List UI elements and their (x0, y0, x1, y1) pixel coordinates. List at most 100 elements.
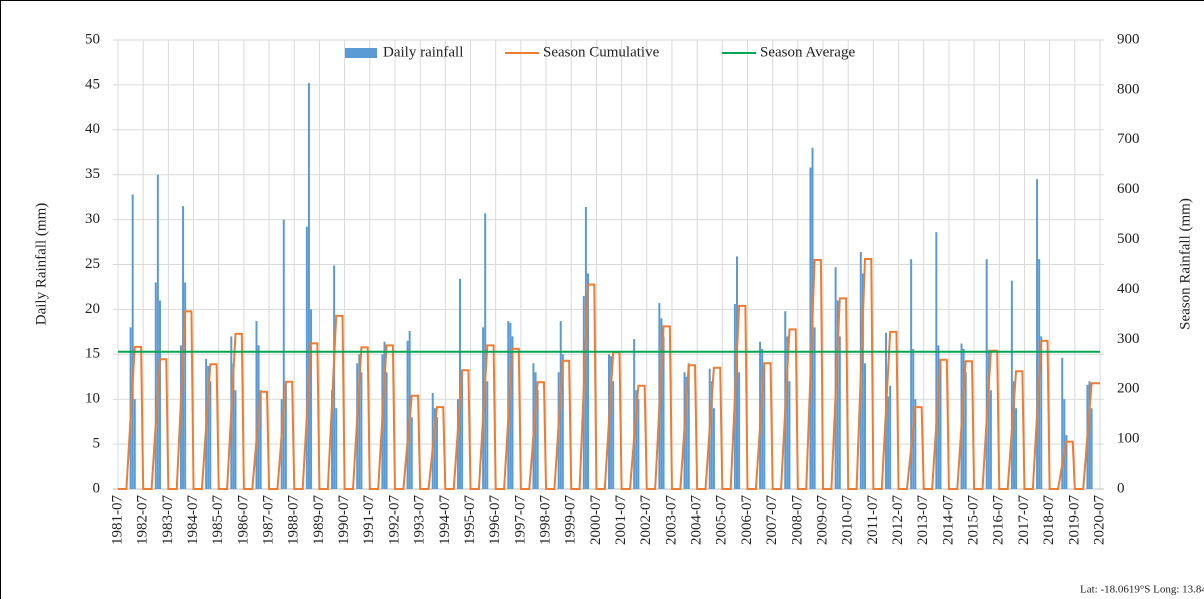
y-tick-label: 25 (85, 256, 100, 272)
bar (887, 396, 890, 489)
bar (635, 390, 638, 489)
bar (788, 381, 791, 489)
bar (358, 354, 361, 489)
bar (610, 356, 613, 489)
legend-swatch (345, 48, 377, 58)
x-tick-label: 2006-07 (739, 495, 755, 545)
y2-tick-label: 500 (1117, 231, 1140, 247)
bar (461, 372, 464, 489)
x-tick-label: 2012-07 (890, 495, 906, 545)
x-tick-label: 2005-07 (714, 495, 730, 545)
bar (335, 408, 338, 489)
bar (1088, 381, 1091, 489)
y-tick-label: 20 (85, 301, 100, 317)
bar (889, 385, 892, 489)
x-tick-label: 1994-07 (437, 495, 453, 545)
bar (1065, 435, 1068, 489)
x-tick-label: 2017-07 (1016, 495, 1032, 545)
x-tick-label: 2000-07 (588, 495, 604, 545)
bar (685, 376, 688, 489)
x-tick-label: 2015-07 (966, 495, 982, 545)
y-tick-label: 40 (85, 121, 100, 137)
y-tick-label: 45 (85, 76, 100, 92)
bar (282, 219, 285, 489)
x-tick-label: 2002-07 (638, 495, 654, 545)
bar (133, 399, 136, 489)
bar (738, 372, 741, 489)
bar (763, 363, 766, 489)
x-tick-label: 2008-07 (789, 495, 805, 545)
x-tick-label: 2019-07 (1066, 495, 1082, 545)
x-tick-label: 2020-07 (1091, 495, 1107, 545)
bar (1012, 381, 1015, 489)
bar (232, 363, 235, 489)
bar (406, 340, 409, 489)
legend-label: Season Cumulative (543, 44, 660, 60)
x-tick-label: 1997-07 (512, 495, 528, 545)
bar (234, 390, 237, 489)
x-tick-label: 2011-07 (865, 495, 881, 545)
x-tick-label: 1998-07 (537, 495, 553, 545)
x-tick-label: 2004-07 (689, 495, 705, 545)
x-tick-label: 1991-07 (361, 495, 377, 545)
y-axis-title: Daily Rainfall (mm) (33, 203, 49, 325)
x-tick-label: 1981-07 (109, 495, 125, 545)
bar (259, 390, 262, 489)
bar (435, 417, 438, 489)
bar (687, 363, 690, 489)
x-tick-label: 1999-07 (563, 495, 579, 545)
bar (1090, 408, 1093, 489)
bar (710, 381, 713, 489)
bar (935, 232, 938, 489)
legend-label: Daily rainfall (383, 44, 463, 60)
y2-axis-title: Season Rainfall (mm) (1177, 198, 1193, 330)
bar (255, 321, 258, 489)
bar (561, 354, 564, 489)
bar (989, 390, 992, 489)
y2-tick-label: 200 (1117, 381, 1140, 397)
y2-tick-label: 800 (1117, 81, 1140, 97)
y-tick-label: 50 (85, 31, 100, 47)
y2-tick-label: 300 (1117, 331, 1140, 347)
bar (158, 300, 161, 489)
bar (536, 390, 539, 489)
x-tick-label: 1987-07 (261, 495, 277, 545)
x-tick-label: 1996-07 (487, 495, 503, 545)
bar (207, 365, 210, 489)
bar (131, 194, 134, 489)
bar (964, 372, 967, 489)
bar (184, 282, 187, 489)
x-tick-label: 1988-07 (286, 495, 302, 545)
x-tick-label: 2014-07 (940, 495, 956, 545)
bar (660, 318, 663, 489)
bar (637, 399, 640, 489)
bar (385, 372, 388, 489)
bar (459, 278, 462, 489)
bar (156, 174, 159, 489)
x-tick-label: 1990-07 (336, 495, 352, 545)
bar (809, 167, 812, 490)
x-tick-label: 2016-07 (991, 495, 1007, 545)
bar (987, 349, 990, 489)
y2-tick-label: 700 (1117, 131, 1140, 147)
bar (836, 300, 839, 489)
bar (1063, 399, 1066, 489)
y2-tick-label: 400 (1117, 281, 1140, 297)
bar (662, 336, 665, 489)
x-tick-label: 2003-07 (663, 495, 679, 545)
x-tick-label: 1983-07 (160, 495, 176, 545)
x-tick-label: 1986-07 (235, 495, 251, 545)
bar (962, 348, 965, 489)
bar (712, 408, 715, 489)
bar (863, 363, 866, 489)
bar (511, 336, 514, 489)
line (118, 258, 1100, 490)
y-tick-label: 10 (85, 391, 100, 407)
bar (985, 259, 988, 489)
bar (813, 327, 816, 489)
x-tick-label: 1995-07 (462, 495, 478, 545)
bar (209, 381, 212, 489)
bar (307, 83, 310, 489)
